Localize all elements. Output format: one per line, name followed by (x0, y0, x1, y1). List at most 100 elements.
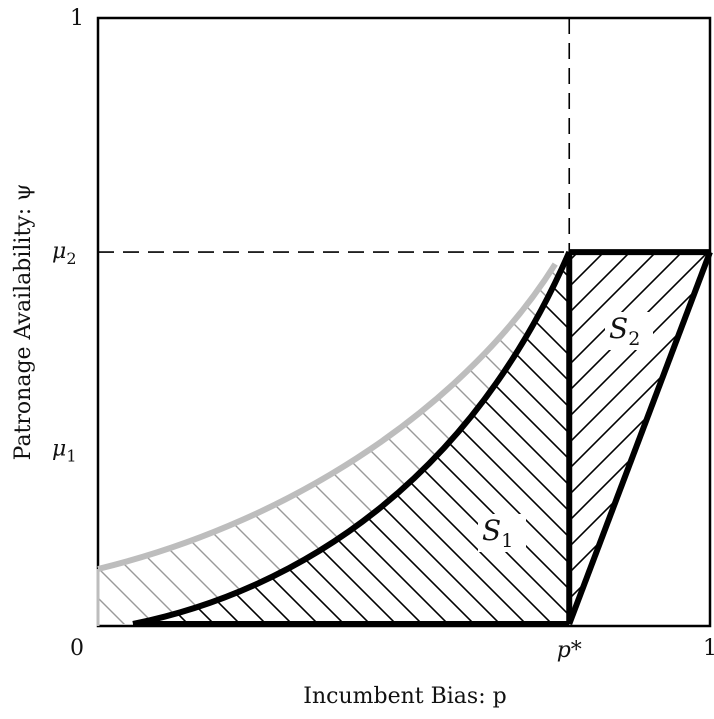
hatch-line (569, 252, 710, 624)
hatch-line (133, 252, 337, 624)
hatch-line (98, 252, 570, 624)
s2-label: S2 (609, 312, 640, 350)
hatch-line (133, 252, 570, 624)
hatch-line (291, 252, 570, 624)
y-tick-mu2: μ2 (52, 239, 77, 268)
hatch-line (0, 0, 414, 719)
hatch-line (0, 0, 10, 719)
s1-label: S1 (482, 514, 513, 552)
hatch-line (133, 252, 570, 624)
hatch-line (98, 252, 341, 624)
hatch-line (700, 0, 714, 719)
hatch-line (133, 252, 467, 624)
hatch-line (133, 252, 441, 624)
gray-boundary-curve (97, 262, 558, 572)
hatch-line (603, 252, 710, 624)
hatch-line (569, 252, 710, 624)
hatch-line (569, 252, 710, 624)
y-axis-title: Patronage Availability: ψ (11, 184, 36, 461)
s1-boundary-curve (132, 250, 572, 627)
hatch-line (569, 252, 710, 624)
hatch-line (569, 252, 710, 624)
hatch-line (159, 252, 570, 624)
hatch-line (640, 0, 714, 719)
hatch-line (189, 252, 570, 624)
hatch-line (569, 252, 710, 624)
hatch-line (187, 252, 570, 624)
y-tick-mu1: μ1 (52, 437, 77, 466)
hatch-line (569, 252, 710, 624)
hatch-line (0, 0, 258, 719)
hatch-line (0, 0, 466, 719)
hatch-line (578, 0, 714, 719)
hatch-line (343, 252, 570, 624)
x-axis-title: Incumbent Bias: p (303, 684, 506, 709)
s1-label-bg (478, 514, 526, 552)
hatch-line (0, 0, 492, 719)
hatch-line (133, 252, 570, 624)
hatch-line (98, 252, 401, 624)
hatch-line (98, 252, 570, 624)
hatch-line (98, 252, 221, 624)
hatch-line (133, 252, 519, 624)
hatch-line (133, 252, 570, 624)
hatch-line (133, 252, 389, 624)
hatch-line (98, 252, 570, 624)
hatch-line (525, 252, 570, 624)
hatch-line (569, 252, 710, 624)
hatch-line (489, 252, 570, 624)
hatch-line (98, 252, 281, 624)
hatch-line (133, 252, 259, 624)
x-tick-one: 1 (703, 636, 714, 661)
hatch-line (98, 252, 551, 624)
hatch-line (98, 252, 311, 624)
hatch-line (98, 252, 251, 624)
hatch-line (569, 252, 710, 624)
hatch-line (369, 252, 570, 624)
hatch-line (98, 252, 521, 624)
hatch-line (133, 252, 570, 624)
hatch-line (499, 252, 570, 624)
hatch-line (670, 0, 714, 719)
hatch-line (133, 252, 493, 624)
hatch-line (133, 252, 570, 624)
hatch-line (656, 0, 714, 719)
hatch-line (577, 252, 710, 624)
hatch-line (0, 0, 518, 719)
hatch-line (129, 252, 570, 624)
hatch-line (98, 252, 461, 624)
hatch-line (133, 252, 545, 624)
hatch-line (569, 252, 623, 624)
hatch-line (569, 252, 710, 624)
x-tick-p-star: p* (557, 638, 582, 663)
s2-diagonal-boundary (566, 251, 713, 626)
hatch-line (459, 252, 570, 624)
hatch-line (133, 252, 415, 624)
hatch-line (569, 252, 710, 624)
y-tick-one: 1 (70, 6, 84, 31)
hatch-line (98, 252, 491, 624)
hatch-line (0, 0, 544, 719)
hatch-line (133, 252, 311, 624)
hatch-line (655, 252, 710, 624)
hatch-line (213, 252, 570, 624)
hatch-line (604, 0, 714, 719)
hatch-line (219, 252, 570, 624)
hatch-line (519, 252, 570, 624)
hatch-line (569, 252, 571, 624)
hatch-line (0, 0, 310, 719)
hatch-line (569, 252, 597, 624)
hatch-line (317, 252, 570, 624)
hatch-line (279, 252, 570, 624)
hatch-line (98, 252, 570, 624)
hatch-line (0, 0, 336, 719)
hatch-line (161, 252, 570, 624)
hatch-line (0, 0, 440, 719)
hatch-line (569, 252, 710, 624)
s2-label-bg (605, 312, 653, 350)
hatch-line (339, 252, 570, 624)
